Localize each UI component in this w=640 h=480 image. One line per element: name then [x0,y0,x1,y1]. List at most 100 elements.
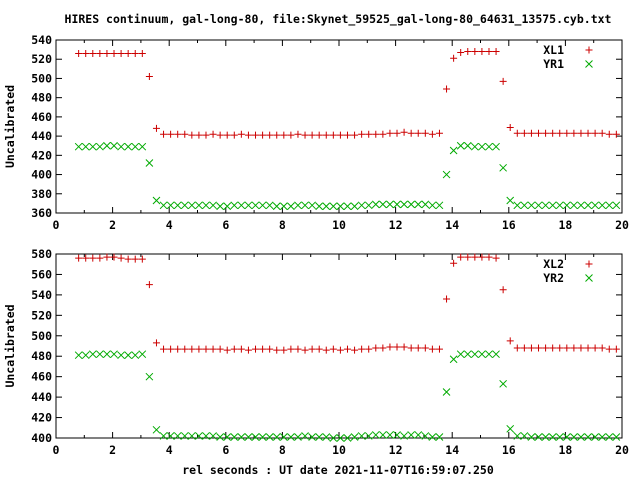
data-point [329,202,338,211]
data-point [513,129,521,137]
data-point [400,200,408,209]
x-tick-label: 12 [389,443,403,457]
data-point [450,54,458,62]
data-point [315,131,323,139]
data-point [605,201,614,210]
data-point [548,433,557,441]
y-tick-label: 520 [31,308,52,322]
y-tick-label: 460 [31,370,52,384]
data-point [152,196,161,205]
data-point [386,200,394,209]
data-point [322,346,330,354]
data-point [336,434,345,442]
data-point [358,130,366,138]
data-point [266,345,274,353]
data-point [230,345,238,353]
data-point [513,432,522,440]
plot-frame [55,39,623,214]
x-tick-label: 2 [109,443,116,457]
data-point [195,345,203,353]
bottom-panel: 0 2 4 6 8 10 12 14 16 18 20 400 420 440 460 480 500 520 54… [3,247,629,457]
data-point [259,345,267,353]
x-tick-label: 14 [445,443,459,457]
data-point [393,343,401,351]
data-point [336,202,345,211]
y-tick-label: 400 [31,431,52,445]
data-point [364,201,373,210]
data-point [74,142,83,151]
data-point [556,344,564,352]
data-point [223,433,232,441]
data-point [216,433,224,441]
data-point [188,131,196,139]
data-point [492,254,500,262]
data-point [294,345,302,353]
data-point [393,200,401,209]
data-point [591,129,599,137]
data-point [442,170,451,179]
data-point [145,159,154,167]
data-point [612,345,620,353]
y-tick-label: 500 [31,329,52,343]
data-point [598,201,607,210]
legend-label-yr1: YR1 [543,57,564,71]
data-point [556,129,564,137]
x-tick-label: 18 [558,443,572,457]
data-point [428,345,436,353]
data-point [485,142,493,151]
data-point [485,48,493,56]
x-tick-label: 20 [615,443,629,457]
x-tick-label: 16 [502,443,516,457]
data-point [252,131,260,139]
data-point [435,345,443,353]
data-point [414,431,423,439]
data-point [570,344,578,352]
data-point [372,344,380,352]
data-point [202,201,210,210]
data-point [351,346,359,354]
data-point [280,131,288,139]
data-point [167,130,175,138]
data-point [435,433,444,441]
legend-label-yr2: YR2 [543,271,564,285]
x-tick-label: 12 [389,218,403,232]
data-point [329,131,337,139]
legend-label-xl2: XL2 [543,257,564,271]
data-point [393,431,401,439]
data-point [202,131,210,139]
data-point [534,201,543,210]
data-point [584,433,592,441]
data-point [89,254,97,262]
y-tick-label: 480 [31,349,52,363]
data-point [527,344,535,352]
data-point [181,345,189,353]
data-point [548,201,557,210]
data-point [103,141,111,150]
data-point [237,433,246,441]
data-point [506,196,515,205]
data-point [329,434,338,442]
data-point [365,345,373,353]
data-point [180,201,189,210]
data-point [287,433,295,441]
data-point [88,350,97,359]
data-point [357,432,366,440]
data-point [138,255,146,263]
data-point [379,130,387,138]
data-point [174,345,182,353]
data-point [450,259,458,267]
data-point [145,73,153,81]
data-point [563,344,571,352]
data-point [534,433,543,441]
data-point [421,432,430,440]
data-point [216,131,224,139]
data-point [216,202,224,211]
data-point [350,433,359,441]
data-point [400,128,408,136]
data-point [209,130,217,138]
data-point [124,351,133,360]
data-point [499,77,507,85]
data-point [343,131,351,139]
data-point [251,433,260,441]
data-point [350,202,359,211]
